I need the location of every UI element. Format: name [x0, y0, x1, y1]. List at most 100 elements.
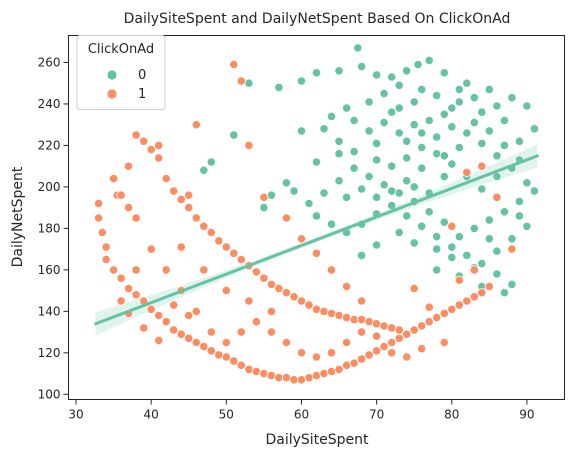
series-0-point [469, 223, 479, 233]
series-0-point [432, 149, 442, 159]
series-0-point [349, 115, 359, 126]
x-tick-label: 80 [444, 408, 459, 422]
series-0-point [432, 132, 442, 142]
series-0-point [417, 142, 427, 153]
series-1-point [139, 136, 149, 146]
series-1-point [221, 352, 231, 362]
series-0-point [387, 107, 397, 117]
series-1-point [124, 203, 134, 213]
series-0-point [409, 182, 419, 192]
series-1-point [439, 308, 449, 318]
series-1-point [266, 279, 276, 289]
series-0-point [379, 89, 389, 99]
series-0-point [409, 238, 419, 248]
legend-box [76, 35, 166, 110]
y-tick-label: 120 [38, 346, 61, 360]
series-1-point [319, 368, 329, 379]
series-1-point [124, 283, 134, 294]
series-0-point [289, 186, 299, 196]
series-1-point [146, 244, 156, 254]
series-0-point [492, 246, 502, 256]
series-0-point [529, 186, 540, 196]
regression-line-path [94, 154, 539, 326]
series-1-point [296, 348, 307, 358]
series-1-point [387, 323, 397, 333]
series-0-point [274, 82, 284, 93]
y-tick-label: 260 [38, 55, 61, 69]
series-1-point [131, 290, 141, 300]
series-1-point [417, 344, 427, 354]
series-1-point [236, 360, 246, 370]
series-1-point [191, 337, 201, 348]
series-1-point [101, 242, 111, 252]
series-0-point [432, 265, 442, 275]
series-1-point [432, 312, 442, 323]
x-axis-label: DailySiteSpent [265, 432, 369, 448]
series-0-point [364, 171, 374, 182]
series-0-point [311, 157, 322, 167]
series-1-point [417, 321, 427, 331]
series-0-point [477, 107, 487, 117]
series-1-point [266, 306, 276, 316]
series-1-point [266, 370, 276, 381]
series-0-point [311, 211, 322, 221]
series-0-point [484, 215, 494, 225]
series-1-point [326, 308, 337, 318]
series-1-point [259, 273, 269, 283]
series-0-point [199, 165, 209, 175]
series-1-point [492, 192, 502, 202]
series-0-point [469, 118, 479, 128]
series-1-point [454, 300, 464, 310]
series-1-point [371, 331, 382, 341]
series-1-point [296, 296, 307, 306]
series-1-point [507, 244, 517, 254]
y-tick-label: 200 [38, 180, 61, 194]
series-0-point [387, 72, 397, 82]
series-1-point [319, 306, 329, 316]
series-1-point [462, 296, 472, 306]
series-1-point [169, 325, 179, 335]
series-0-point [432, 244, 442, 254]
legend-marker-0 [106, 69, 118, 81]
series-0-point [462, 128, 472, 138]
series-0-point [432, 91, 442, 101]
regression-line [94, 154, 539, 326]
series-1-point [289, 292, 299, 302]
series-1-point [236, 327, 246, 337]
series-1-point [326, 366, 337, 377]
series-1-point [364, 317, 374, 327]
series-1-point [229, 356, 239, 366]
series-1-point [116, 273, 126, 283]
y-tick-label: 240 [38, 97, 61, 111]
series-1-point [311, 352, 322, 362]
series-0-point [229, 130, 239, 140]
series-1-point [109, 265, 119, 275]
series-0-point [492, 101, 502, 111]
series-1-point [402, 329, 412, 339]
series-0-point [439, 109, 449, 119]
series-1-point [484, 281, 494, 292]
series-1-point [334, 364, 344, 374]
series-1-point [349, 358, 359, 368]
series-0-point [402, 211, 412, 221]
series-1-point [206, 346, 216, 356]
series-1-point [101, 254, 111, 265]
series-1-point [341, 360, 352, 370]
series-0-point [394, 227, 404, 238]
series-1-point [146, 145, 156, 155]
series-1-point [447, 221, 457, 231]
series-1-point [356, 296, 367, 306]
series-0-point [371, 192, 382, 202]
series-1-point [236, 76, 246, 86]
series-0-point [371, 240, 382, 250]
series-1-point [199, 265, 209, 275]
series-0-point [356, 184, 367, 194]
series-1-point [311, 248, 322, 258]
series-1-point [304, 373, 314, 383]
series-0-point [454, 84, 464, 95]
series-1-point [304, 300, 314, 310]
series-0-point [454, 232, 464, 242]
series-0-point [447, 159, 457, 169]
series-1-point [176, 242, 186, 252]
x-tick-label: 90 [519, 408, 534, 422]
